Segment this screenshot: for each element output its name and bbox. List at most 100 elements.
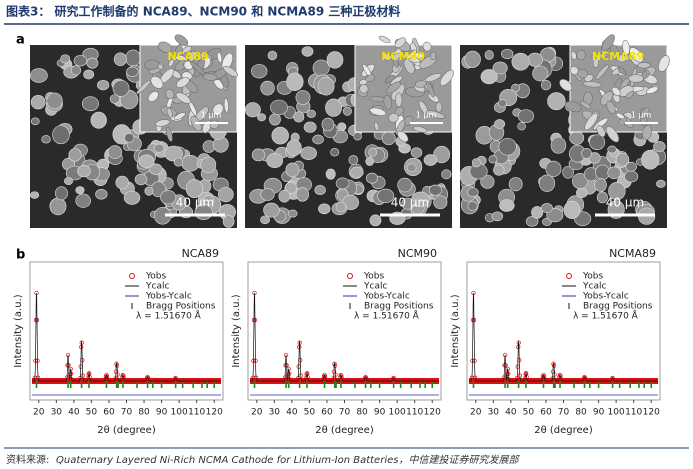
- grain: [394, 37, 406, 48]
- ycalc: [249, 292, 440, 382]
- x-tick-label: 40: [68, 408, 80, 418]
- particle: [125, 49, 142, 67]
- particle: [342, 106, 352, 116]
- particle: [397, 177, 413, 193]
- x-tick-label: 30: [488, 408, 500, 418]
- particle: [508, 177, 523, 192]
- particle: [467, 187, 479, 197]
- particle: [624, 170, 639, 183]
- grain: [175, 92, 191, 104]
- grain: [601, 34, 615, 51]
- legend-label: Yobs: [145, 272, 167, 282]
- grain: [144, 59, 160, 70]
- grain: [173, 112, 186, 120]
- particle: [428, 184, 442, 196]
- particle: [517, 122, 526, 131]
- particle: [260, 215, 270, 225]
- particle: [54, 186, 68, 201]
- grain: [658, 55, 670, 72]
- particle: [97, 79, 110, 91]
- y-axis-label: Intensity (a.u.): [450, 294, 461, 367]
- particle: [312, 59, 330, 77]
- particle: [653, 141, 666, 152]
- grain: [392, 58, 400, 68]
- legend-label: Yobs-Ycalc: [363, 292, 410, 302]
- particle: [144, 186, 154, 196]
- particle: [160, 190, 177, 205]
- x-tick-label: 20: [251, 408, 263, 418]
- particle: [326, 51, 344, 69]
- particle: [596, 191, 608, 204]
- particle: [589, 134, 606, 150]
- figure-title: 图表3： 研究工作制备的 NCA89、NCM90 和 NCMA89 三种正极材料: [6, 4, 400, 19]
- x-tick-label: 50: [523, 408, 535, 418]
- particle: [540, 203, 553, 214]
- x-tick-label: 60: [540, 408, 552, 418]
- grain: [615, 112, 625, 120]
- particle: [303, 121, 317, 133]
- particle: [337, 122, 347, 131]
- particle: [498, 137, 517, 156]
- inset-scale: 1 μm: [416, 111, 437, 120]
- grain: [430, 51, 437, 61]
- grain: [182, 45, 192, 54]
- grain: [407, 49, 417, 60]
- yobs: [121, 373, 126, 378]
- particle: [491, 211, 504, 222]
- sem-image: NCM90 1 μm 40 μm: [244, 35, 454, 228]
- particle: [112, 80, 130, 97]
- wavelength: λ = 1.51670 Å: [354, 310, 420, 322]
- particle: [124, 133, 135, 143]
- yobs: [322, 374, 328, 379]
- particle: [532, 65, 549, 82]
- grain: [426, 81, 435, 98]
- particle: [138, 154, 155, 169]
- particle: [267, 50, 278, 61]
- particle: [271, 126, 289, 145]
- grain: [202, 73, 218, 81]
- yobs: [173, 376, 179, 381]
- wavelength: λ = 1.51670 Å: [573, 310, 639, 322]
- particle: [377, 188, 395, 204]
- particle: [68, 148, 82, 162]
- grain: [596, 125, 606, 138]
- grain: [577, 69, 588, 79]
- x-tick-label: 50: [304, 408, 316, 418]
- particle: [260, 80, 275, 96]
- particle: [30, 95, 46, 110]
- grain: [439, 69, 454, 86]
- particle: [464, 50, 481, 68]
- particle: [433, 195, 448, 210]
- particle: [81, 96, 99, 112]
- x-tick-label: 30: [51, 408, 63, 418]
- particle: [286, 139, 302, 157]
- particle: [493, 164, 505, 176]
- particle: [64, 177, 73, 186]
- particle: [365, 157, 374, 166]
- particle: [164, 145, 183, 162]
- grain: [628, 74, 644, 83]
- grain: [166, 107, 173, 119]
- ycalc: [468, 292, 659, 382]
- particle: [325, 98, 342, 117]
- x-tick-label: 120: [643, 408, 660, 418]
- particle: [52, 125, 70, 145]
- x-tick-label: 80: [575, 408, 587, 418]
- particle: [423, 154, 438, 166]
- grain: [136, 80, 151, 95]
- grain: [384, 75, 395, 84]
- panel-label: a: [16, 33, 25, 48]
- x-tick-label: 110: [625, 408, 642, 418]
- grain: [570, 66, 579, 75]
- inset-label: NCA89: [167, 50, 208, 63]
- inset-scale: 1 μm: [631, 111, 652, 120]
- x-tick-label: 60: [103, 408, 115, 418]
- x-tick-label: 110: [188, 408, 205, 418]
- particle: [263, 202, 280, 218]
- particle: [480, 69, 498, 85]
- grain: [147, 91, 159, 102]
- particle: [369, 214, 382, 227]
- legend-symbol: [347, 273, 353, 279]
- particle: [113, 52, 127, 67]
- grain: [168, 59, 175, 67]
